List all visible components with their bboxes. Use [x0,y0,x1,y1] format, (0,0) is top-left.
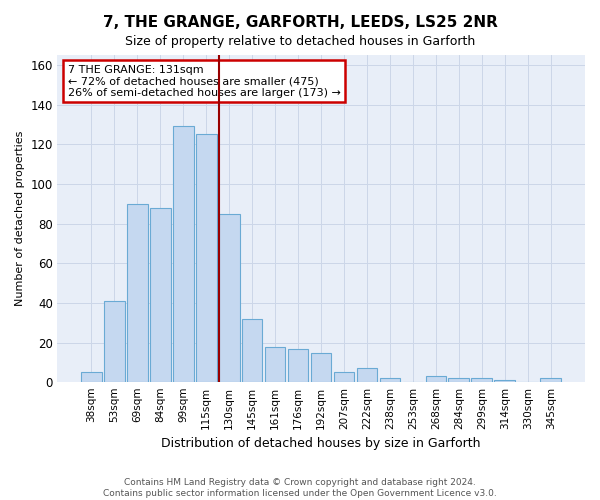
Bar [265,346,286,382]
Bar [425,376,446,382]
Bar [356,368,377,382]
Bar [150,208,170,382]
Bar [81,372,102,382]
Bar [173,126,194,382]
Bar [104,301,125,382]
Bar [494,380,515,382]
Text: Contains HM Land Registry data © Crown copyright and database right 2024.
Contai: Contains HM Land Registry data © Crown c… [103,478,497,498]
Text: Size of property relative to detached houses in Garforth: Size of property relative to detached ho… [125,35,475,48]
Bar [472,378,492,382]
Bar [127,204,148,382]
Bar [448,378,469,382]
Bar [242,319,262,382]
Text: 7, THE GRANGE, GARFORTH, LEEDS, LS25 2NR: 7, THE GRANGE, GARFORTH, LEEDS, LS25 2NR [103,15,497,30]
Bar [219,214,239,382]
Bar [288,348,308,382]
Bar [196,134,217,382]
Y-axis label: Number of detached properties: Number of detached properties [15,131,25,306]
Bar [334,372,355,382]
X-axis label: Distribution of detached houses by size in Garforth: Distribution of detached houses by size … [161,437,481,450]
Bar [541,378,561,382]
Bar [380,378,400,382]
Text: 7 THE GRANGE: 131sqm
← 72% of detached houses are smaller (475)
26% of semi-deta: 7 THE GRANGE: 131sqm ← 72% of detached h… [68,65,341,98]
Bar [311,352,331,382]
